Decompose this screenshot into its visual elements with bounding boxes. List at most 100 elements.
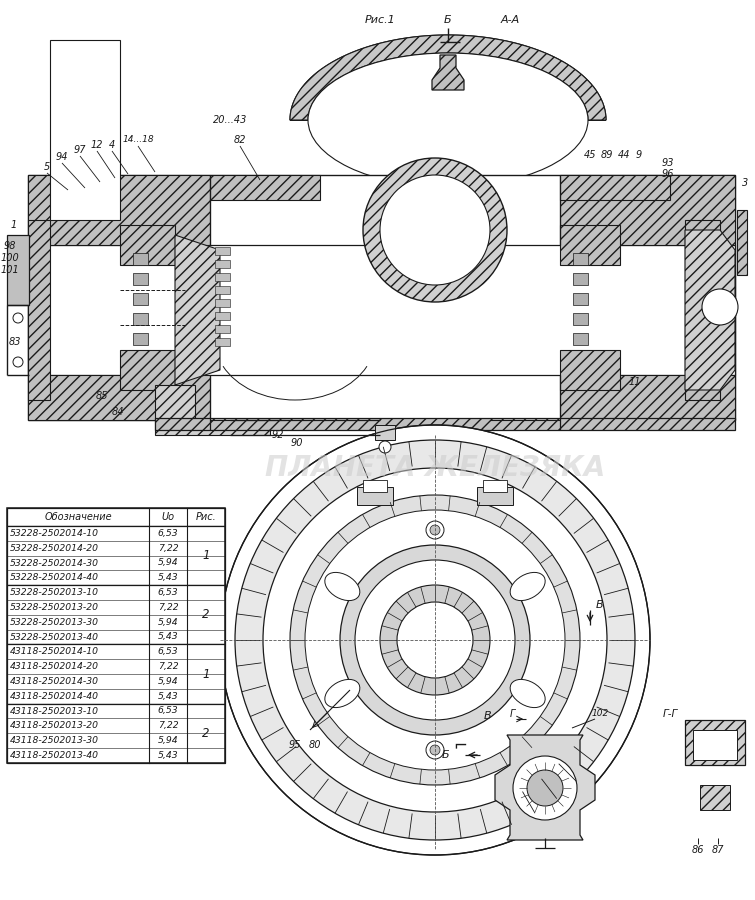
- Bar: [133, 293, 148, 305]
- Polygon shape: [28, 175, 210, 245]
- Bar: [375, 425, 395, 440]
- Text: 84: 84: [112, 407, 125, 417]
- Text: 12: 12: [91, 140, 103, 150]
- Text: ⌐: ⌐: [453, 736, 467, 754]
- Polygon shape: [175, 235, 220, 385]
- Circle shape: [305, 510, 565, 770]
- Text: Обозначение: Обозначение: [45, 512, 112, 522]
- Text: 43118-2502013-20: 43118-2502013-20: [10, 721, 99, 730]
- Circle shape: [290, 495, 580, 785]
- Bar: [215, 299, 230, 307]
- Text: Uo: Uo: [162, 512, 174, 522]
- Text: 43118-2502014-10: 43118-2502014-10: [10, 647, 99, 656]
- Bar: [215, 260, 230, 268]
- Text: 98: 98: [4, 241, 17, 251]
- Text: 6,53: 6,53: [158, 588, 178, 597]
- Polygon shape: [28, 375, 210, 420]
- Circle shape: [13, 357, 23, 367]
- Bar: [363, 480, 387, 492]
- Text: 53228-2502014-30: 53228-2502014-30: [10, 559, 99, 568]
- Text: 5,94: 5,94: [158, 617, 178, 626]
- Circle shape: [430, 525, 440, 535]
- Text: 9: 9: [636, 150, 642, 160]
- Text: Г-Г: Г-Г: [662, 709, 678, 719]
- Bar: [573, 333, 588, 345]
- Polygon shape: [495, 735, 595, 840]
- Text: 6,53: 6,53: [158, 706, 178, 716]
- Text: 5,43: 5,43: [158, 573, 178, 582]
- Bar: [700, 785, 730, 810]
- Polygon shape: [290, 35, 606, 120]
- Circle shape: [702, 289, 738, 325]
- Ellipse shape: [510, 572, 545, 600]
- Bar: [693, 730, 737, 760]
- Text: 82: 82: [234, 135, 246, 145]
- Text: Г: Г: [510, 709, 515, 719]
- Circle shape: [521, 686, 539, 704]
- Ellipse shape: [325, 680, 360, 707]
- Text: 45: 45: [584, 150, 596, 160]
- Text: 14...18: 14...18: [122, 136, 154, 145]
- Circle shape: [334, 690, 345, 700]
- Text: 7,22: 7,22: [158, 603, 178, 612]
- Polygon shape: [28, 220, 50, 400]
- Circle shape: [513, 756, 577, 820]
- Text: 53228-2502014-20: 53228-2502014-20: [10, 544, 99, 553]
- Text: 5,43: 5,43: [158, 692, 178, 701]
- Bar: [215, 312, 230, 320]
- Text: 43118-2502014-30: 43118-2502014-30: [10, 677, 99, 686]
- Circle shape: [380, 585, 490, 695]
- Circle shape: [397, 602, 473, 678]
- Text: 97: 97: [74, 145, 86, 155]
- Text: Б: Б: [441, 750, 448, 760]
- Text: 7,22: 7,22: [158, 721, 178, 730]
- Bar: [133, 313, 148, 325]
- Circle shape: [527, 770, 563, 806]
- Circle shape: [235, 440, 635, 840]
- Text: 90: 90: [291, 438, 304, 448]
- Polygon shape: [120, 350, 175, 390]
- Text: 7,22: 7,22: [158, 662, 178, 671]
- Text: 53228-2502014-10: 53228-2502014-10: [10, 529, 99, 538]
- Text: 5,43: 5,43: [158, 751, 178, 760]
- Bar: [573, 253, 588, 265]
- Text: 95: 95: [288, 740, 301, 750]
- Bar: [573, 273, 588, 285]
- Text: 6,53: 6,53: [158, 647, 178, 656]
- Circle shape: [380, 175, 490, 285]
- Polygon shape: [560, 350, 620, 390]
- Text: 2: 2: [202, 726, 210, 740]
- Circle shape: [13, 313, 23, 323]
- Text: 2: 2: [202, 608, 210, 621]
- Polygon shape: [560, 175, 670, 200]
- Text: 100: 100: [1, 253, 20, 263]
- Polygon shape: [210, 175, 320, 200]
- Text: 85: 85: [96, 391, 108, 401]
- Text: В: В: [596, 600, 604, 610]
- Bar: [50, 40, 120, 220]
- Ellipse shape: [308, 53, 588, 187]
- Text: 44: 44: [618, 150, 630, 160]
- Text: 1: 1: [11, 220, 17, 230]
- Polygon shape: [685, 230, 735, 390]
- Text: 53228-2502013-10: 53228-2502013-10: [10, 588, 99, 597]
- Text: 80: 80: [309, 740, 321, 750]
- Text: 20...43: 20...43: [213, 115, 247, 125]
- Polygon shape: [560, 375, 735, 420]
- Text: 5,43: 5,43: [158, 633, 178, 642]
- Text: 5,94: 5,94: [158, 559, 178, 568]
- Bar: [28, 245, 735, 375]
- Text: ПЛАНЕТА ЖЕЛЕЗЯКА: ПЛАНЕТА ЖЕЛЕЗЯКА: [265, 454, 605, 482]
- Circle shape: [379, 441, 391, 453]
- Text: 83: 83: [9, 337, 21, 347]
- Text: Рис.1: Рис.1: [365, 15, 396, 25]
- Text: 86: 86: [692, 845, 704, 855]
- Text: 7,22: 7,22: [158, 544, 178, 553]
- Polygon shape: [560, 175, 735, 245]
- Text: 96: 96: [661, 169, 674, 179]
- Text: 4: 4: [109, 140, 115, 150]
- Polygon shape: [432, 55, 464, 90]
- Bar: [483, 480, 507, 492]
- Text: 1: 1: [202, 668, 210, 680]
- Text: 43118-2502013-10: 43118-2502013-10: [10, 706, 99, 716]
